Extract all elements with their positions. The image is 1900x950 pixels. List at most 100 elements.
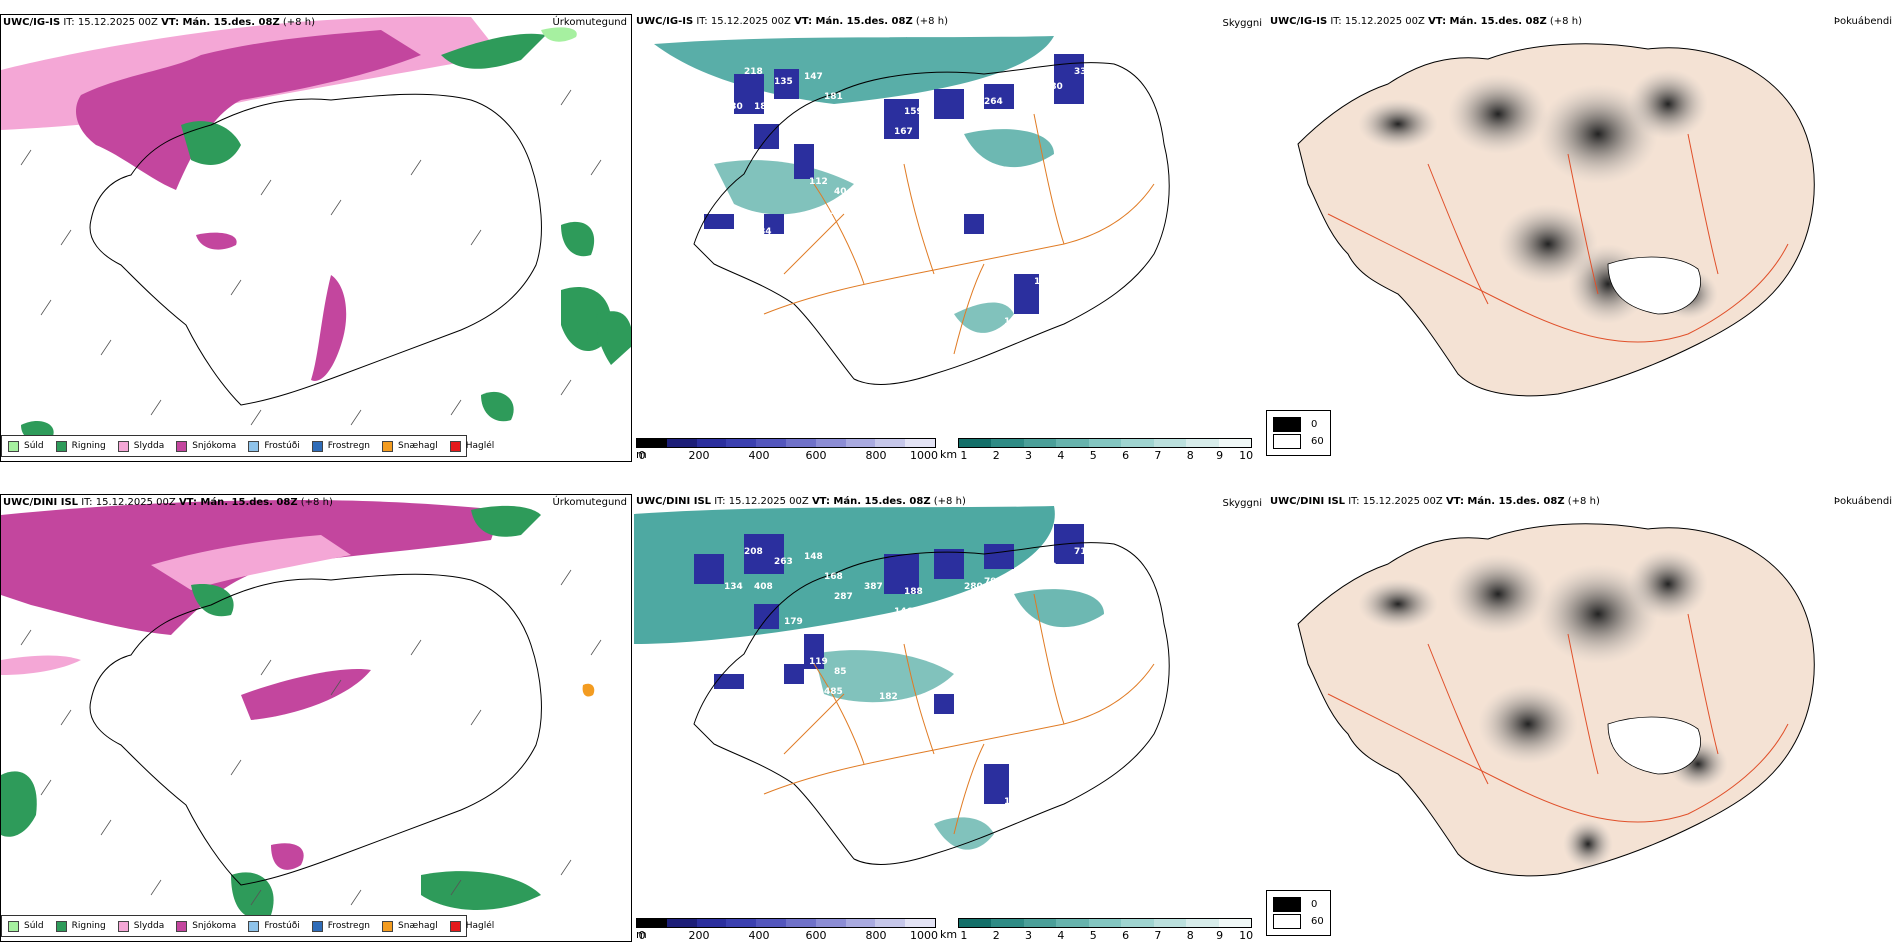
legend-item-frostregn: Frostregn — [311, 920, 370, 932]
cloud-base-label: 188 — [904, 587, 923, 597]
colorbar-segment — [1218, 439, 1251, 447]
swatch — [311, 440, 323, 452]
rigning-area-5 — [191, 584, 234, 617]
cloud-base-label: 465 — [784, 232, 803, 242]
cloud-base-label: 218 — [744, 67, 763, 77]
cloud-base-label: 166 — [1014, 87, 1033, 97]
colorbar-segment — [726, 919, 757, 927]
low-cloud-area-4 — [934, 817, 994, 850]
cloud-base-label: 554 — [794, 217, 813, 227]
cloud-base-label: 130 — [824, 207, 843, 217]
colorbar-segment — [1121, 919, 1154, 927]
snjokoma-area — [76, 30, 421, 190]
swatch — [449, 440, 461, 452]
cloud-base-label: 170 — [864, 102, 883, 112]
swatch — [449, 920, 461, 932]
fog-map-2 — [1297, 523, 1815, 877]
swatch — [117, 440, 129, 452]
cloud-base-label: 264 — [984, 97, 1003, 107]
legend-item-slydda: Slydda — [117, 920, 164, 932]
colorbar-segment — [1056, 919, 1089, 927]
legend-item-frostudi: Frostúði — [248, 920, 300, 932]
colorbar-segment — [785, 919, 816, 927]
panel-title: UWC/IG-IS IT: 15.12.2025 00Z VT: Mán. 15… — [3, 17, 315, 28]
colorbar-segment — [875, 919, 906, 927]
swatch — [1273, 897, 1301, 912]
visibility-panel-2: 208 263 148 168 134 408 287 387 179 122 164 119 85 48… — [634, 494, 1266, 942]
cloud-base-label: 270 — [819, 147, 838, 157]
low-cloud-area-3 — [1014, 589, 1104, 628]
cloud-base-label: 41 — [1029, 337, 1042, 347]
cloud-base-label: 530 — [724, 102, 743, 112]
cloud-base-label: 118 — [1004, 317, 1023, 327]
cloud-base-label: 84 — [759, 227, 772, 237]
iceland-outline — [693, 62, 1170, 385]
colorbar-segment — [1186, 919, 1219, 927]
wind-barbs — [20, 89, 602, 426]
colorbar-segment — [815, 919, 846, 927]
road-network — [1327, 613, 1789, 823]
precip-legend: Súld Rigning Slydda Snjókoma Frostúði Fr… — [1, 915, 494, 937]
snjokoma-area-2 — [241, 669, 371, 720]
rigning-area-4 — [596, 311, 631, 365]
cloud-base-label: 387 — [864, 582, 883, 592]
cloud-base-label: 164 — [849, 637, 868, 647]
cloud-base-label: 408 — [754, 582, 773, 592]
low-cloud-area-3 — [964, 129, 1054, 168]
colorbar-segment — [1023, 919, 1057, 927]
swatch — [55, 920, 67, 932]
cloud-base-label: 10 — [1004, 797, 1017, 807]
legend-item-suld: Súld — [8, 920, 44, 932]
cloud-base-label: 607 — [1034, 757, 1053, 767]
km-bar — [958, 438, 1252, 448]
cloud-base-label: 40 — [834, 187, 847, 197]
cloud-base-label: 154 — [1044, 772, 1063, 782]
km-colorbar-1: 1 2 3 4 5 6 7 8 9 10 km — [940, 438, 1254, 462]
height-ticks: 0 200 400 600 800 1000 — [638, 929, 939, 942]
height-colorbar-1: 0 200 400 600 800 1000 m — [636, 438, 938, 462]
cloud-base-label: 263 — [774, 557, 793, 567]
swatch — [248, 920, 260, 932]
panel-title: UWC/IG-IS IT: 15.12.2025 00Z VT: Mán. 15… — [636, 16, 948, 27]
low-cloud-area — [634, 506, 1055, 644]
high-ground-cells — [704, 54, 1084, 314]
colorbar-segment — [959, 439, 992, 447]
rigning-area-5 — [481, 391, 514, 422]
colorbar-segment — [1088, 439, 1122, 447]
urkoma-label: Úrkomutegund — [552, 17, 627, 28]
colorbar-segment — [815, 439, 846, 447]
legend-item-frostregn: Frostregn — [311, 440, 370, 452]
legend-item-snaehagl: Snæhagl — [382, 920, 438, 932]
iceland-outline — [89, 93, 542, 406]
cloud-base-label: 146 — [894, 607, 913, 617]
low-cloud-area-2 — [814, 650, 954, 703]
km-ticks: 1 2 3 4 5 6 7 8 9 10 — [960, 449, 1254, 462]
rigning-area-3 — [231, 872, 274, 919]
swatch — [176, 440, 188, 452]
swatch — [248, 440, 260, 452]
colorbar-segment — [666, 919, 697, 927]
cloud-base-label: 302 — [834, 112, 853, 122]
cloud-base-label: 147 — [804, 72, 823, 82]
skyggni-label: Skyggni — [1222, 18, 1262, 29]
colorbar-segment — [845, 439, 876, 447]
cloud-base-label: 50 — [964, 377, 977, 387]
swatch — [382, 920, 394, 932]
cloud-base-label: 122 — [819, 627, 838, 637]
precip-type-panel-2: UWC/DINI ISL IT: 15.12.2025 00Z VT: Mán.… — [0, 494, 632, 942]
cloud-base-label: 133 — [944, 717, 963, 727]
visibility-panel-1: 218 135 147 181 530 186 302 170 223 270 203 112 40 13… — [634, 14, 1266, 462]
thoka-label: Þokuábendi — [1833, 16, 1892, 27]
cloud-base-label: 98 — [944, 237, 957, 247]
cloud-base-label: 182 — [879, 692, 898, 702]
cloud-base-label: 710 — [1074, 547, 1093, 557]
cloud-base-label: 223 — [784, 137, 803, 147]
legend-item-rigning: Rigning — [55, 920, 106, 932]
rigning-area — [181, 121, 241, 165]
cloud-base-label: 135 — [774, 77, 793, 87]
cloud-base-label: 18 — [1034, 277, 1047, 287]
slydda-area — [151, 535, 351, 590]
